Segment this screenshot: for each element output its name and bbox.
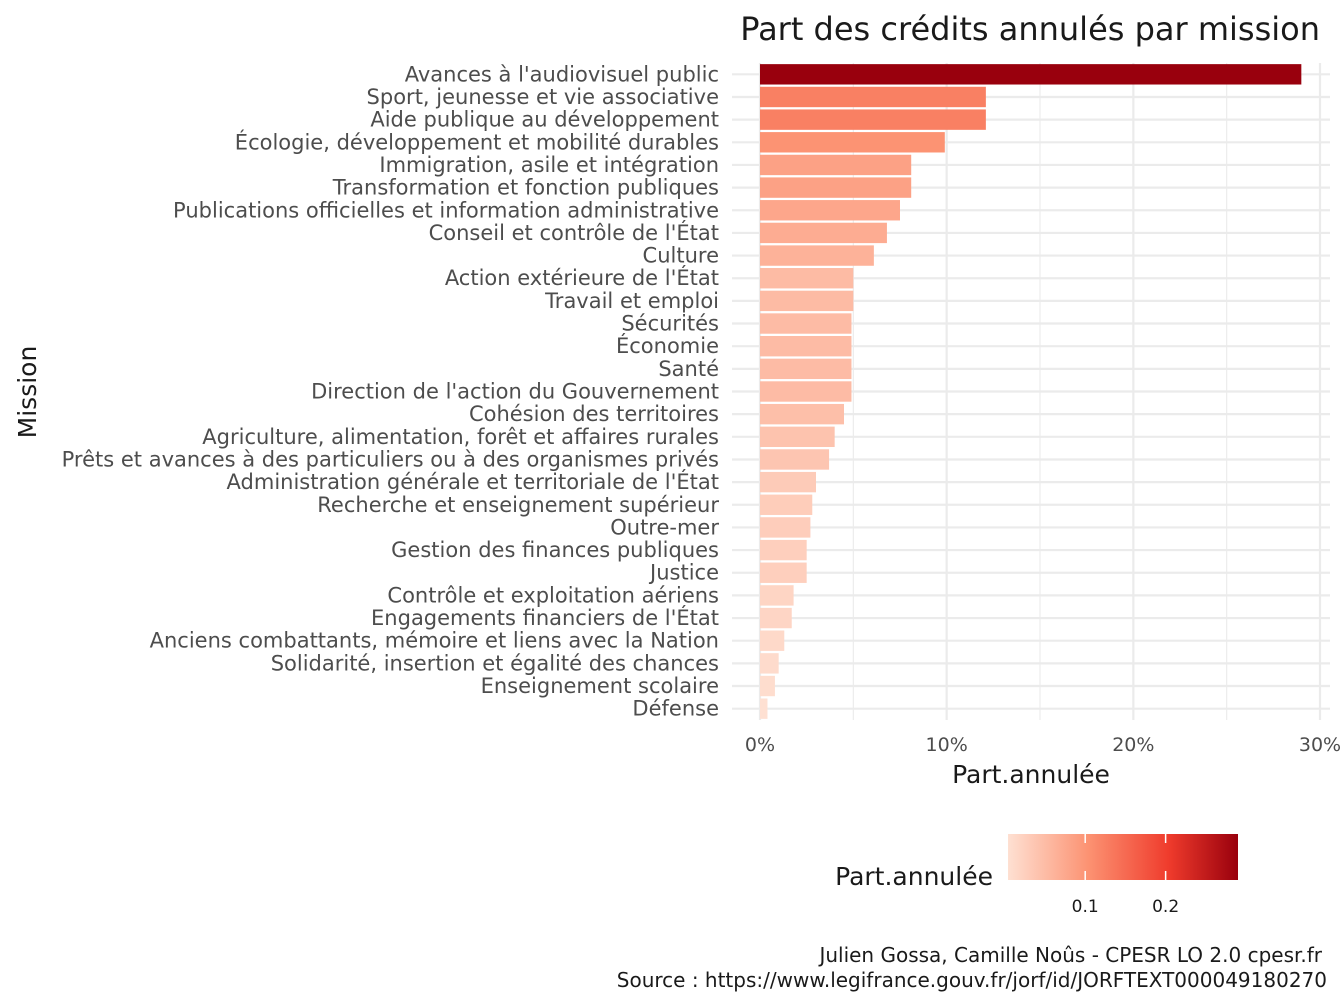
category-label: Sport, jeunesse et vie associative bbox=[367, 85, 719, 109]
category-label: Prêts et avances à des particuliers ou à… bbox=[62, 447, 719, 471]
category-label: Sécurités bbox=[621, 312, 719, 336]
category-label: Défense bbox=[632, 697, 719, 721]
bars bbox=[760, 64, 1302, 719]
legend-tick-label: 0.1 bbox=[1072, 897, 1099, 917]
category-label: Écologie, développement et mobilité dura… bbox=[235, 129, 719, 154]
legend-colorbar bbox=[1008, 834, 1238, 880]
category-label: Enseignement scolaire bbox=[481, 674, 719, 698]
bar bbox=[760, 403, 844, 425]
caption-source: Source : https://www.legifrance.gouv.fr/… bbox=[617, 968, 1327, 992]
category-label: Immigration, asile et intégration bbox=[379, 153, 719, 177]
bar bbox=[760, 381, 852, 402]
bar bbox=[760, 200, 900, 221]
category-label: Gestion des finances publiques bbox=[391, 538, 719, 562]
category-label: Solidarité, insertion et égalité des cha… bbox=[271, 651, 719, 675]
bar bbox=[760, 585, 794, 606]
category-label: Contrôle et exploitation aériens bbox=[387, 583, 719, 607]
y-axis-title: Mission bbox=[13, 346, 42, 439]
category-label: Culture bbox=[643, 244, 719, 268]
category-label: Aide publique au développement bbox=[370, 108, 719, 132]
bar bbox=[760, 698, 768, 719]
category-label: Santé bbox=[658, 357, 719, 381]
bar bbox=[760, 177, 912, 198]
bar bbox=[760, 154, 912, 176]
bar bbox=[760, 653, 779, 674]
chart-title: Part des crédits annulés par mission bbox=[740, 10, 1320, 48]
category-label: Engagements financiers de l'État bbox=[371, 605, 719, 630]
bar bbox=[760, 539, 807, 561]
caption-credits: Julien Gossa, Camille Noûs - CPESR LO 2.… bbox=[817, 943, 1322, 967]
category-label: Avances à l'audiovisuel public bbox=[405, 62, 719, 86]
category-label: Outre-mer bbox=[610, 515, 719, 539]
bar bbox=[760, 313, 852, 334]
category-label: Recherche et enseignement supérieur bbox=[317, 493, 719, 517]
bar bbox=[760, 335, 852, 357]
x-axis-title: Part.annulée bbox=[952, 760, 1110, 789]
bar bbox=[760, 675, 775, 697]
category-label: Économie bbox=[616, 333, 719, 358]
bar bbox=[760, 607, 792, 629]
legend-ticks: 0.1 0.2 bbox=[1072, 834, 1179, 917]
color-legend: Part.annulée 0.1 0.2 bbox=[835, 834, 1238, 917]
bar bbox=[760, 132, 945, 153]
x-tick-labels: 0% 10% 20% 30% bbox=[745, 734, 1341, 756]
bar bbox=[760, 426, 835, 448]
category-label: Administration générale et territoriale … bbox=[227, 469, 719, 494]
x-tick-label: 30% bbox=[1299, 734, 1341, 756]
legend-title: Part.annulée bbox=[835, 862, 993, 891]
bar bbox=[760, 494, 813, 515]
bar bbox=[760, 290, 854, 312]
bar bbox=[760, 64, 1302, 85]
bar bbox=[760, 630, 785, 651]
category-label: Direction de l'action du Gouvernement bbox=[311, 380, 719, 404]
category-label: Anciens combattants, mémoire et liens av… bbox=[150, 629, 719, 653]
bar bbox=[760, 109, 986, 130]
bar bbox=[760, 449, 830, 470]
category-label: Justice bbox=[648, 561, 719, 585]
category-label: Transformation et fonction publiques bbox=[332, 176, 719, 200]
bar bbox=[760, 245, 874, 266]
x-tick-label: 0% bbox=[745, 734, 775, 756]
bar bbox=[760, 471, 816, 493]
x-tick-label: 20% bbox=[1112, 734, 1154, 756]
category-label: Cohésion des territoires bbox=[469, 402, 719, 426]
bar bbox=[760, 268, 854, 289]
legend-tick-label: 0.2 bbox=[1152, 897, 1179, 917]
category-label: Agriculture, alimentation, forêt et affa… bbox=[202, 425, 719, 449]
category-label: Action extérieure de l'État bbox=[445, 265, 719, 290]
category-label: Publications officielles et information … bbox=[173, 198, 719, 222]
category-label: Travail et emploi bbox=[544, 289, 719, 313]
bar bbox=[760, 358, 852, 380]
x-tick-label: 10% bbox=[926, 734, 968, 756]
bar bbox=[760, 517, 811, 538]
category-label: Conseil et contrôle de l'État bbox=[429, 220, 719, 245]
bar bbox=[760, 86, 986, 108]
bar bbox=[760, 222, 887, 244]
bar bbox=[760, 562, 807, 583]
